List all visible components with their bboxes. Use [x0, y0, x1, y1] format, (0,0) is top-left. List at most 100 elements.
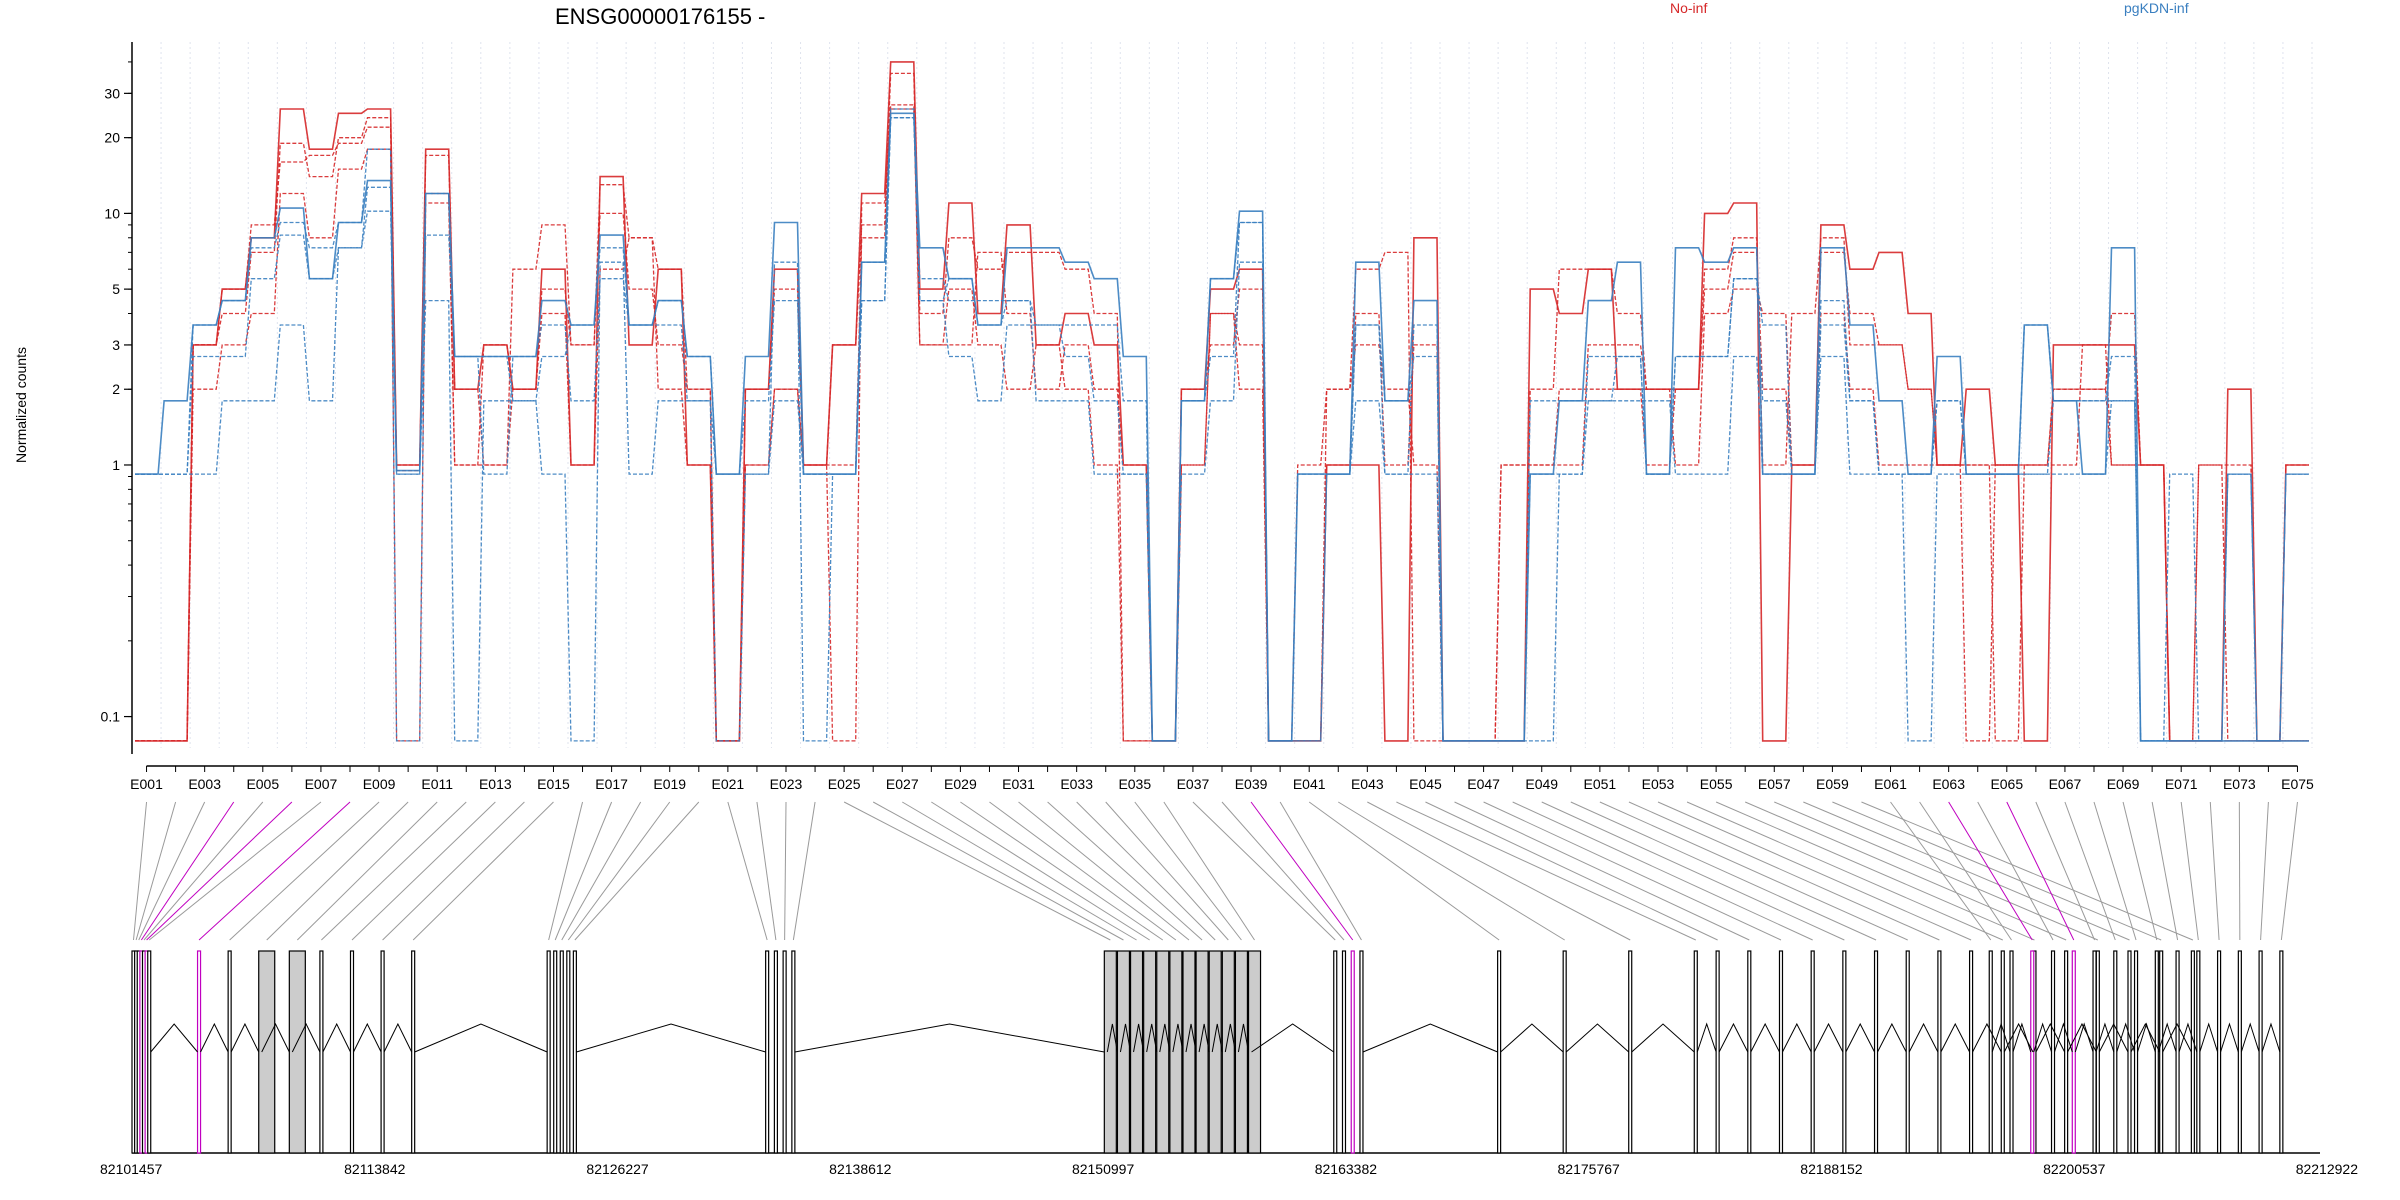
exon-box — [2133, 950, 2139, 1154]
exon-connector — [1832, 801, 2162, 941]
exon-tick-label: E073 — [2223, 776, 2256, 792]
exon-tick-label: E017 — [595, 776, 628, 792]
exon-connector — [567, 801, 671, 941]
exon-connector — [2064, 801, 2116, 941]
intron-chevron — [200, 1022, 229, 1053]
exon-tick-label: E067 — [2049, 776, 2082, 792]
intron-chevron — [1696, 1022, 1717, 1053]
exon-box — [1810, 950, 1815, 1154]
exon-connector — [1454, 801, 1750, 941]
exon-connector — [2209, 801, 2220, 941]
intron-chevron — [2012, 1022, 2032, 1053]
intron-chevron — [1362, 1023, 1498, 1053]
coordinate-label: 82126227 — [586, 1161, 649, 1177]
exon-connector — [843, 801, 1111, 941]
exon-tick-label: E005 — [246, 776, 279, 792]
exon-tick-label: E021 — [712, 776, 745, 792]
exon-connector — [146, 801, 293, 941]
intron-chevron — [1991, 1022, 2011, 1053]
chart-title: ENSG00000176155 - — [555, 4, 765, 29]
exon-tick-label: E043 — [1351, 776, 1384, 792]
exon-box — [572, 950, 577, 1154]
exon-box — [411, 950, 416, 1154]
vertical-gridlines — [131, 42, 2313, 748]
exon-tick-label: E059 — [1816, 776, 1849, 792]
intron-chevron — [1631, 1023, 1695, 1053]
exon-connector — [1512, 801, 1813, 941]
exon-connector — [931, 801, 1150, 941]
exon-box — [1842, 950, 1847, 1154]
exon-connector — [1745, 801, 2067, 941]
exon-box — [1715, 950, 1720, 1154]
exon-tick-label: E065 — [1990, 776, 2023, 792]
series-line — [135, 117, 2309, 742]
intron-chevron — [2199, 1022, 2219, 1053]
exon-box — [1156, 950, 1170, 1154]
exon-connector — [1919, 801, 2012, 941]
exon-box — [2092, 950, 2097, 1154]
exon-connector — [1076, 801, 1216, 941]
exon-connector — [872, 801, 1124, 941]
exon-tick-label: E037 — [1177, 776, 1210, 792]
intron-chevron — [1718, 1022, 1749, 1053]
intron-chevron — [1185, 1023, 1197, 1053]
intron-chevron — [1565, 1023, 1630, 1053]
exon-connector — [2238, 801, 2241, 941]
exon-box — [1873, 950, 1879, 1154]
exon-connector — [1367, 801, 1631, 941]
intron-chevron — [150, 1023, 198, 1053]
exon-box — [1234, 950, 1249, 1154]
series-line — [135, 112, 2309, 742]
exon-box — [1905, 950, 1910, 1154]
exon-connector — [1861, 801, 2194, 941]
exon-box — [319, 950, 324, 1154]
exon-box — [2237, 950, 2242, 1154]
exon-box — [1221, 950, 1235, 1154]
exon-tick-label: E049 — [1525, 776, 1558, 792]
exon-connector — [2122, 801, 2158, 941]
exon-connector — [727, 801, 768, 941]
exon-tick-label: E023 — [770, 776, 803, 792]
exon-connector — [198, 801, 351, 941]
exon-connector — [1774, 801, 2099, 941]
exon-tick-label: E003 — [188, 776, 221, 792]
series-line — [135, 104, 2309, 742]
exon-box — [1341, 950, 1347, 1154]
exon-connector — [1192, 801, 1336, 941]
intron-chevron — [2095, 1022, 2115, 1053]
exon-connector — [1338, 801, 1565, 941]
exon-tick-label: E013 — [479, 776, 512, 792]
gene-model — [131, 950, 2320, 1154]
exon-connector — [1715, 801, 2035, 941]
exon-connector — [902, 801, 1137, 941]
intron-chevron — [1211, 1023, 1223, 1053]
intron-chevron — [576, 1023, 766, 1053]
intron-chevron — [1237, 1023, 1250, 1053]
exon-connector — [2093, 801, 2137, 941]
exon-box — [1968, 950, 1974, 1154]
exon-box — [258, 950, 276, 1154]
exon-box — [559, 950, 564, 1154]
exon-tick-label: E001 — [130, 776, 163, 792]
exon-connector — [1628, 801, 1940, 941]
exon-tick-label: E031 — [1002, 776, 1035, 792]
intron-chevron — [2162, 1022, 2192, 1053]
exon-box — [2154, 950, 2159, 1154]
exon-box — [2216, 950, 2222, 1154]
intron-chevron — [1119, 1023, 1132, 1053]
intron-chevron — [2137, 1022, 2156, 1053]
coordinate-label: 82188152 — [1800, 1161, 1863, 1177]
exon-box — [546, 950, 551, 1154]
exon-box — [1103, 950, 1117, 1154]
intron-chevron — [2067, 1022, 2097, 1053]
exon-box — [349, 950, 355, 1154]
exon-box — [196, 950, 202, 1154]
y-tick-label: 30 — [104, 85, 120, 101]
exon-connector — [296, 801, 438, 941]
coordinate-label: 82212922 — [2296, 1161, 2359, 1177]
exon-box — [791, 950, 796, 1154]
exon-box — [2009, 950, 2014, 1154]
exon-connector — [148, 801, 322, 941]
exon-tick-label: E055 — [1700, 776, 1733, 792]
